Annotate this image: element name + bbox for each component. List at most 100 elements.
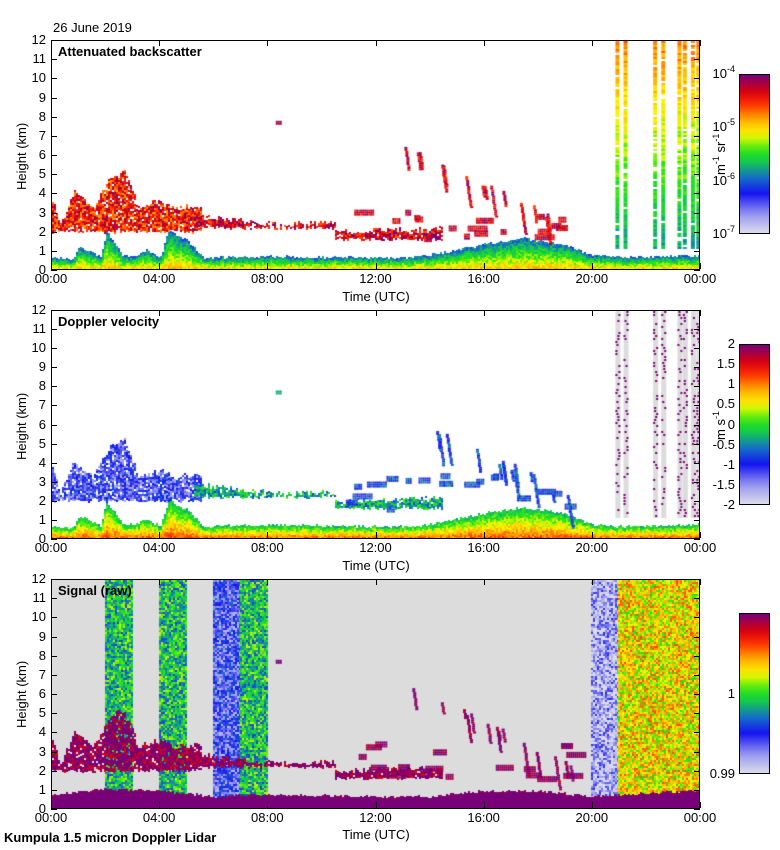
x-tick-label: 20:00: [575, 540, 609, 555]
heatmap-canvas: [52, 311, 699, 538]
x-axis-label: Time (UTC): [342, 827, 410, 842]
x-tick-mark: [267, 532, 269, 538]
colorbar-tick-label: 1: [727, 685, 735, 701]
y-tick-label: 12: [31, 32, 46, 47]
y-tick-mark: [51, 636, 57, 638]
y-tick-mark: [694, 78, 700, 80]
panel-doppler-velocity: Doppler velocity Height (km) Time (UTC) …: [14, 302, 770, 573]
y-tick-mark: [51, 539, 57, 540]
y-tick-mark: [694, 135, 700, 137]
y-tick-mark: [694, 348, 700, 350]
plot-area: Signal (raw): [51, 579, 700, 809]
y-tick-mark: [51, 386, 57, 388]
x-axis-label: Time (UTC): [342, 558, 410, 573]
y-tick-mark: [694, 539, 700, 540]
x-tick-mark: [483, 263, 485, 269]
y-tick-label: 7: [38, 127, 46, 143]
x-tick-label: 12:00: [359, 810, 392, 825]
colorbar-tick-label: 0.99: [709, 766, 735, 781]
y-tick-label: 5: [38, 705, 46, 721]
y-tick-label: 1: [38, 511, 46, 527]
y-tick-mark: [51, 116, 57, 118]
x-tick-label: 12:00: [359, 540, 392, 555]
y-tick-mark: [694, 97, 700, 99]
y-tick-label: 11: [32, 321, 47, 337]
x-tick-mark: [375, 310, 377, 316]
colorbar-tick-label: 2: [727, 336, 735, 351]
y-tick-mark: [51, 155, 57, 156]
y-tick-mark: [51, 174, 57, 176]
y-tick-mark: [51, 809, 57, 810]
y-tick-mark: [694, 231, 700, 233]
x-tick-mark: [591, 310, 593, 316]
x-tick-mark: [483, 802, 485, 808]
y-tick-mark: [694, 424, 700, 426]
x-tick-mark: [267, 802, 269, 808]
x-axis-label: Time (UTC): [342, 289, 410, 304]
y-tick-mark: [51, 770, 57, 772]
y-tick-mark: [694, 579, 700, 580]
y-tick-mark: [51, 789, 57, 791]
x-tick-label: 08:00: [251, 540, 284, 555]
x-tick-label: 16:00: [467, 271, 500, 286]
y-tick-label: 8: [38, 108, 46, 124]
y-tick-mark: [694, 694, 700, 695]
y-tick-label: 0: [38, 531, 46, 546]
y-tick-label: 1: [38, 242, 46, 258]
y-tick-mark: [51, 617, 57, 619]
x-tick-mark: [375, 802, 377, 808]
y-tick-mark: [51, 443, 57, 445]
y-tick-mark: [694, 636, 700, 638]
x-tick-mark: [51, 802, 52, 808]
colorbar: [739, 613, 770, 774]
y-tick-mark: [694, 617, 700, 619]
x-tick-mark: [591, 263, 593, 269]
y-tick-label: 2: [38, 223, 46, 239]
y-tick-mark: [51, 250, 57, 252]
y-tick-mark: [51, 59, 57, 61]
y-tick-label: 1: [38, 781, 46, 797]
y-tick-label: 9: [38, 628, 46, 644]
y-tick-label: 5: [38, 435, 46, 451]
y-tick-label: 11: [32, 590, 47, 606]
y-tick-label: 0: [38, 262, 46, 277]
x-tick-mark: [159, 263, 161, 269]
y-tick-label: 5: [38, 166, 46, 182]
y-tick-mark: [51, 329, 57, 331]
x-tick-label: 04:00: [142, 271, 176, 286]
x-tick-mark: [591, 579, 593, 585]
y-tick-mark: [51, 713, 57, 715]
y-tick-label: 8: [38, 647, 46, 663]
y-tick-mark: [51, 424, 57, 426]
x-tick-mark: [700, 263, 701, 269]
x-tick-mark: [375, 579, 377, 585]
x-tick-label: 00:00: [683, 540, 717, 555]
y-tick-mark: [694, 789, 700, 791]
y-tick-mark: [694, 329, 700, 331]
x-tick-label: 16:00: [467, 810, 500, 825]
y-tick-mark: [694, 212, 700, 214]
colorbar-tick-label: 1.5: [716, 356, 735, 372]
y-tick-mark: [694, 59, 700, 61]
y-tick-label: 10: [31, 70, 46, 86]
footer-instrument-label: Kumpula 1.5 micron Doppler Lidar: [4, 830, 217, 845]
y-tick-mark: [694, 155, 700, 156]
y-tick-mark: [694, 193, 700, 195]
y-tick-mark: [51, 193, 57, 195]
y-tick-mark: [51, 348, 57, 350]
y-tick-mark: [51, 135, 57, 137]
y-tick-mark: [694, 270, 700, 271]
x-tick-mark: [159, 579, 161, 585]
x-tick-mark: [591, 40, 593, 46]
y-tick-label: 8: [38, 378, 46, 394]
date-label: 26 June 2019: [53, 20, 132, 35]
y-tick-mark: [51, 78, 57, 80]
y-tick-label: 10: [31, 609, 46, 625]
x-tick-mark: [159, 310, 161, 316]
y-tick-label: 10: [31, 340, 46, 356]
x-tick-label: 20:00: [575, 810, 609, 825]
y-tick-label: 9: [38, 359, 46, 375]
colorbar-tick-label: 1: [727, 376, 735, 392]
y-tick-mark: [51, 500, 57, 502]
